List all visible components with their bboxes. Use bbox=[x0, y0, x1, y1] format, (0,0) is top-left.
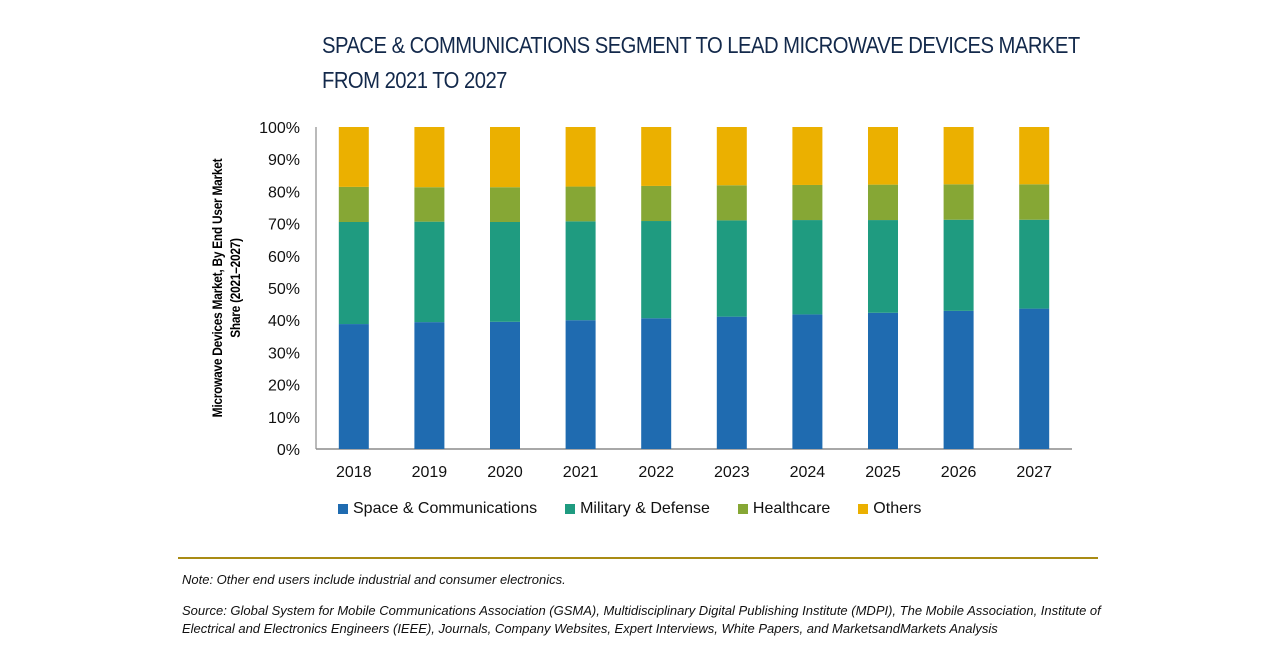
legend-swatch bbox=[565, 504, 576, 514]
legend-item: Healthcare bbox=[737, 500, 831, 518]
bar-segment-military-defense-2021 bbox=[565, 221, 596, 321]
bar-segment-space-communications-2019 bbox=[414, 322, 445, 449]
x-tick-label: 2019 bbox=[412, 464, 448, 481]
legend-item: Military & Defense bbox=[565, 500, 710, 518]
footnote: Note: Other end users include industrial… bbox=[182, 572, 566, 587]
bar-segment-space-communications-2026 bbox=[943, 310, 974, 449]
x-tick-label: 2021 bbox=[563, 464, 599, 481]
bar-segment-healthcare-2026 bbox=[943, 184, 974, 220]
legend: Space & Communications Military & Defense… bbox=[338, 500, 949, 518]
legend-label: Healthcare bbox=[752, 500, 831, 517]
legend-item: Others bbox=[858, 500, 921, 518]
bar-segment-others-2025 bbox=[868, 127, 898, 185]
bar-segment-others-2022 bbox=[641, 127, 672, 186]
bar-segment-healthcare-2021 bbox=[565, 186, 596, 222]
bar-segment-space-communications-2020 bbox=[490, 321, 520, 449]
bar-segment-healthcare-2023 bbox=[716, 185, 747, 221]
y-tick-label: 20% bbox=[268, 378, 300, 395]
bar-segment-military-defense-2018 bbox=[338, 221, 369, 325]
y-tick-label: 0% bbox=[277, 442, 300, 459]
footer-divider bbox=[178, 557, 1098, 559]
bar-segment-military-defense-2025 bbox=[868, 220, 898, 313]
bar-segment-space-communications-2024 bbox=[792, 314, 823, 449]
legend-item: Space & Communications bbox=[338, 500, 537, 518]
y-tick-label: 30% bbox=[268, 345, 300, 362]
bar-segment-others-2026 bbox=[943, 127, 974, 185]
chart-title-line-2: FROM 2021 TO 2027 bbox=[322, 67, 507, 93]
bar-segment-space-communications-2021 bbox=[565, 320, 596, 449]
bar-segment-others-2020 bbox=[490, 127, 520, 188]
bar-segment-others-2023 bbox=[716, 127, 747, 186]
x-tick-label: 2025 bbox=[865, 464, 901, 481]
source-text: Source: Global System for Mobile Communi… bbox=[182, 603, 1101, 636]
bar-segment-others-2019 bbox=[414, 127, 445, 188]
bar-segment-space-communications-2025 bbox=[868, 312, 898, 449]
x-tick-label: 2023 bbox=[714, 464, 750, 481]
legend-label: Space & Communications bbox=[353, 500, 538, 517]
x-tick-label: 2018 bbox=[336, 464, 372, 481]
bar-segment-military-defense-2026 bbox=[943, 219, 974, 311]
bar-segment-military-defense-2020 bbox=[490, 221, 520, 322]
bar-segment-space-communications-2027 bbox=[1019, 308, 1050, 449]
bar-segment-space-communications-2023 bbox=[716, 316, 747, 449]
bar-segment-healthcare-2022 bbox=[641, 185, 672, 222]
bar-segment-others-2027 bbox=[1019, 127, 1050, 185]
y-tick-label: 100% bbox=[259, 120, 300, 137]
bar-segment-healthcare-2018 bbox=[338, 186, 369, 222]
stacked-bar-chart: 0% 10% 20% 30% 40% 50% 60% 70% 80% 90% 100% 2018 201… bbox=[259, 120, 1072, 481]
y-tick-label: 80% bbox=[268, 184, 300, 201]
bar-segment-military-defense-2023 bbox=[716, 220, 747, 317]
bar-segment-healthcare-2027 bbox=[1019, 184, 1050, 220]
bar-segment-others-2021 bbox=[565, 127, 596, 187]
bar-segment-military-defense-2022 bbox=[641, 221, 672, 319]
bar-segment-others-2024 bbox=[792, 127, 823, 185]
legend-swatch bbox=[737, 504, 748, 514]
bar-segment-military-defense-2019 bbox=[414, 221, 445, 323]
legend-swatch bbox=[338, 504, 348, 514]
y-tick-label: 90% bbox=[268, 152, 300, 169]
bar-segment-space-communications-2018 bbox=[338, 324, 369, 449]
y-tick-label: 70% bbox=[268, 217, 300, 234]
bar-segment-military-defense-2027 bbox=[1019, 219, 1050, 309]
x-tick-label: 2024 bbox=[790, 464, 826, 481]
chart-title: SPACE & COMMUNICATIONS SEGMENT TO LEAD M… bbox=[322, 28, 1080, 98]
bar-segment-healthcare-2019 bbox=[414, 187, 445, 222]
y-tick-label: 10% bbox=[268, 410, 300, 427]
x-tick-label: 2027 bbox=[1016, 464, 1052, 481]
bar-segment-healthcare-2024 bbox=[792, 184, 823, 221]
y-tick-label: 60% bbox=[268, 249, 300, 266]
x-tick-label: 2022 bbox=[638, 464, 674, 481]
bar-segment-military-defense-2024 bbox=[792, 220, 823, 315]
bar-segment-healthcare-2025 bbox=[868, 184, 898, 221]
bar-segment-space-communications-2022 bbox=[641, 318, 672, 449]
x-tick-label: 2026 bbox=[941, 464, 977, 481]
x-tick-label: 2020 bbox=[487, 464, 523, 481]
y-tick-label: 40% bbox=[268, 313, 300, 330]
legend-label: Military & Defense bbox=[580, 500, 710, 517]
chart-title-line-1: SPACE & COMMUNICATIONS SEGMENT TO LEAD M… bbox=[322, 32, 1080, 58]
legend-label: Others bbox=[873, 500, 922, 517]
bar-segment-healthcare-2020 bbox=[490, 187, 520, 222]
bar-segment-others-2018 bbox=[338, 127, 369, 187]
y-tick-label: 50% bbox=[268, 281, 300, 298]
legend-swatch bbox=[858, 504, 869, 514]
